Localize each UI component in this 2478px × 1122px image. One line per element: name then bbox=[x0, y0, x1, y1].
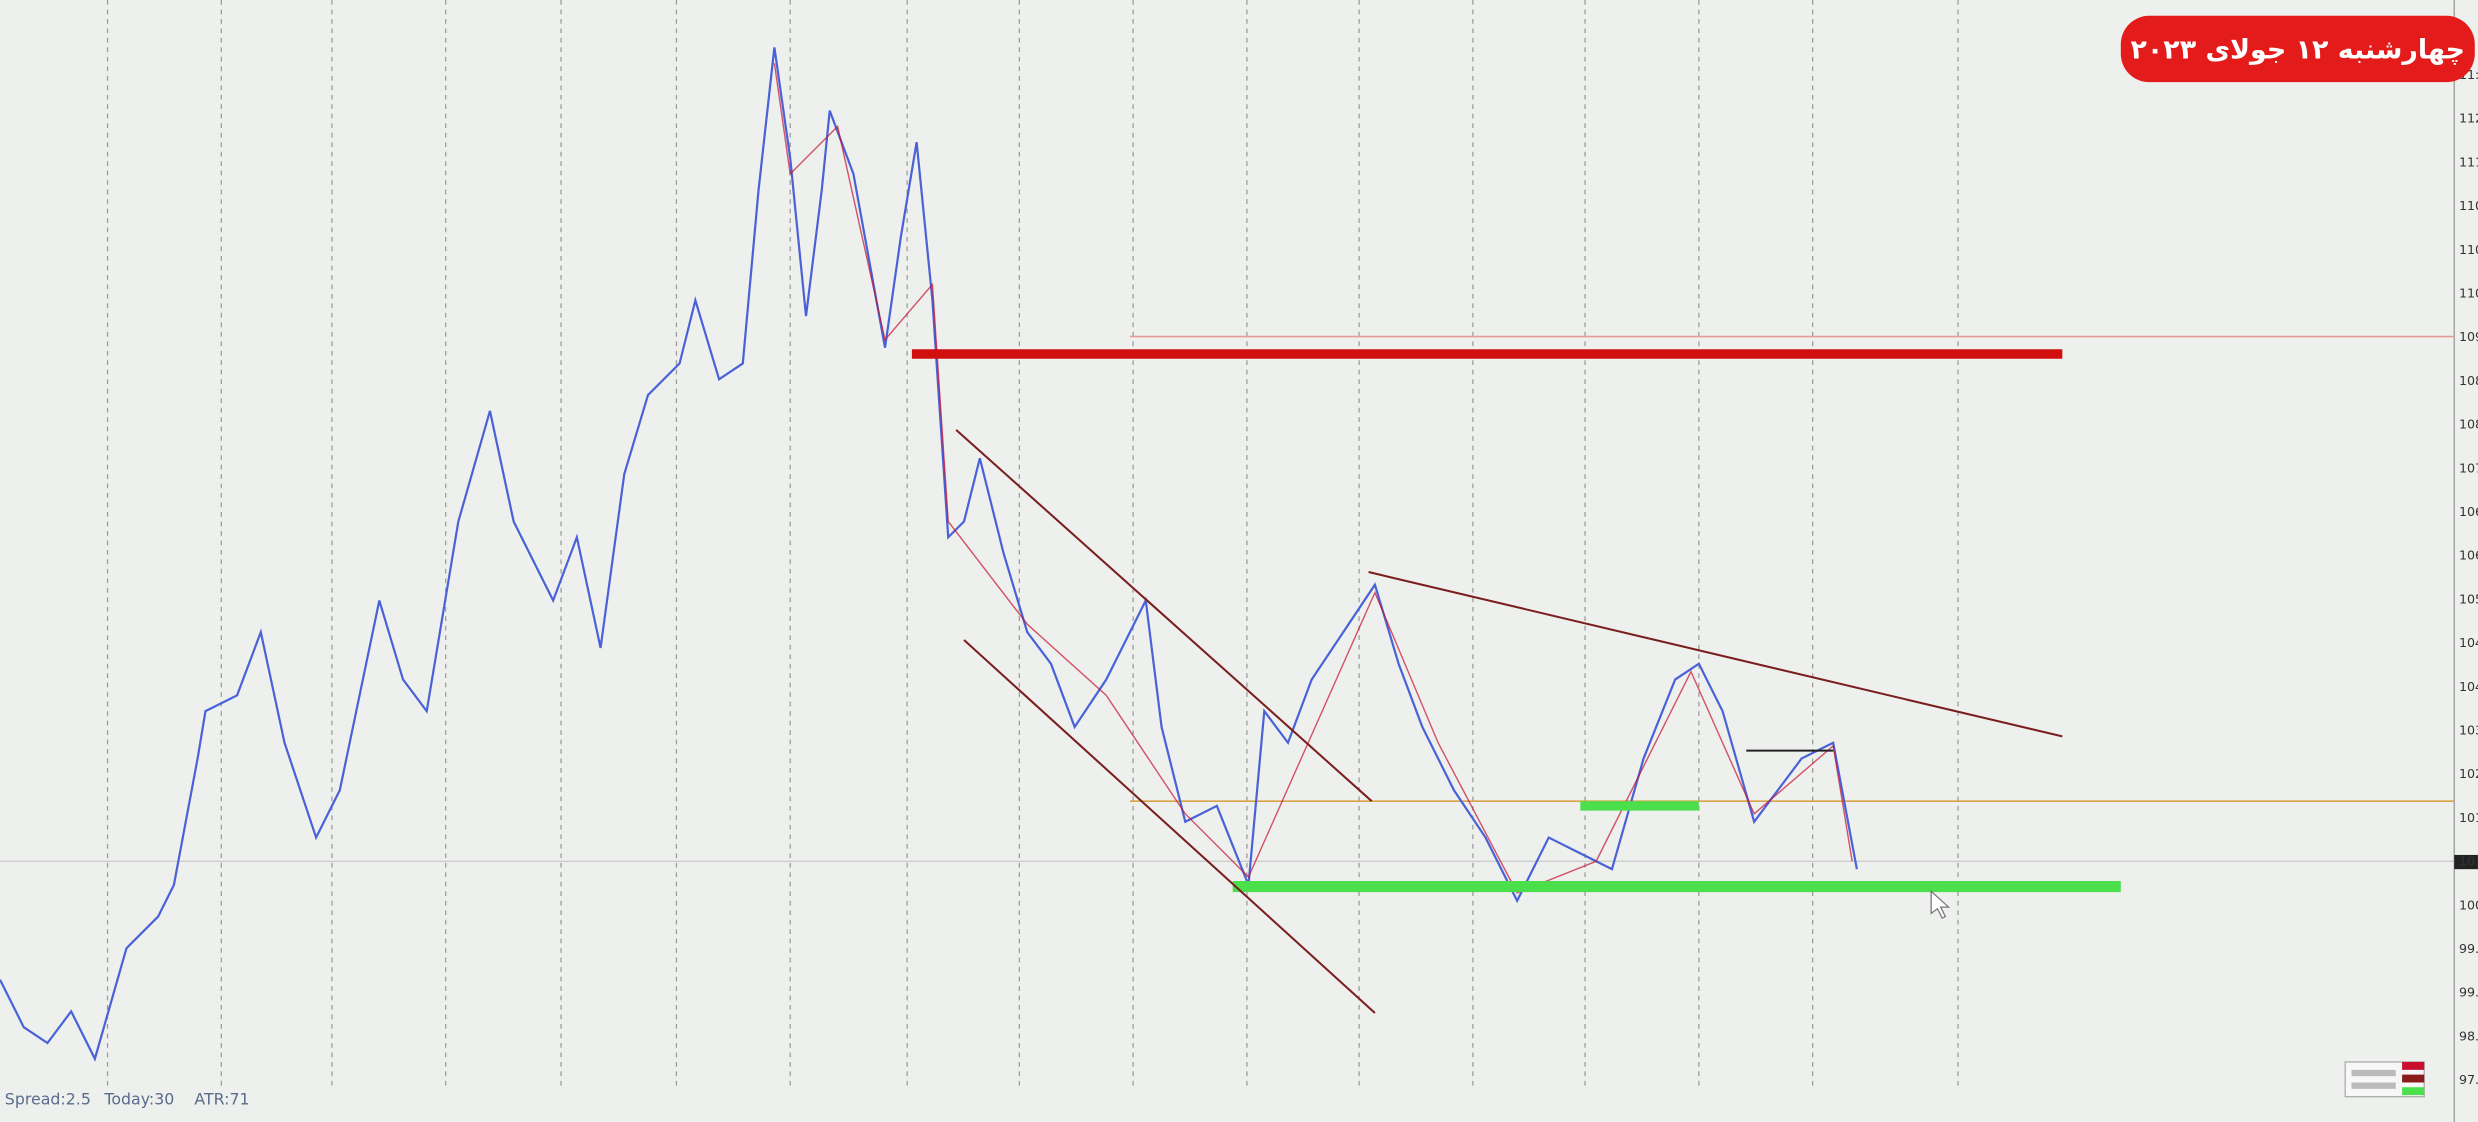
price-axis-label: 104 bbox=[2459, 679, 2478, 694]
price-axis-label: 99. bbox=[2459, 941, 2478, 956]
price-axis-label: 103 bbox=[2459, 722, 2478, 737]
price-axis-label: 111 bbox=[2459, 154, 2478, 169]
price-axis-label: 107 bbox=[2459, 460, 2478, 475]
price-action bbox=[0, 47, 1858, 1062]
price-axis-label: 104 bbox=[2459, 635, 2478, 650]
mouse-cursor bbox=[1930, 889, 1951, 919]
price-axis-label: 106 bbox=[2459, 548, 2478, 563]
price-axis-label: 110 bbox=[2459, 198, 2478, 213]
date-badge bbox=[2120, 15, 2475, 83]
toolbar-icon[interactable] bbox=[2344, 1061, 2425, 1098]
atr-info: ATR:71 bbox=[194, 1090, 249, 1109]
trendlines bbox=[955, 429, 2063, 1014]
price-axis-label: 109 bbox=[2459, 329, 2478, 344]
price-axis-label: 100 bbox=[2459, 897, 2478, 912]
price-axis-label: 98. bbox=[2459, 1028, 2478, 1043]
price-axis-label: 102 bbox=[2459, 766, 2478, 781]
price-axis-label: 108 bbox=[2459, 373, 2478, 388]
spread-info: Spread:2.5 bbox=[5, 1090, 91, 1109]
current-price-marker bbox=[2454, 854, 2478, 870]
price-axis-label: 99. bbox=[2459, 985, 2478, 1000]
price-axis-label: 108 bbox=[2459, 417, 2478, 432]
vertical-grid bbox=[106, 0, 1959, 1091]
price-axis-label: 105 bbox=[2459, 591, 2478, 606]
today-info: Today:30 bbox=[103, 1090, 174, 1109]
price-axis-label: 112 bbox=[2459, 111, 2478, 126]
price-axis-label: 110 bbox=[2459, 242, 2478, 257]
price-axis-label: 101 bbox=[2459, 810, 2478, 825]
price-action-bear bbox=[773, 63, 1853, 894]
price-axis-labels: 11:1121111101101101091081081071061061051… bbox=[2459, 67, 2478, 1087]
price-axis-label: 97. bbox=[2459, 1072, 2478, 1087]
price-axis-label: 110 bbox=[2459, 286, 2478, 301]
price-axis-label: 106 bbox=[2459, 504, 2478, 519]
date-badge-text: چهارشنبه ۱۲ جولای ۲۰۲۳ bbox=[2131, 34, 2466, 65]
price-axis-label: 101 bbox=[2459, 854, 2478, 869]
